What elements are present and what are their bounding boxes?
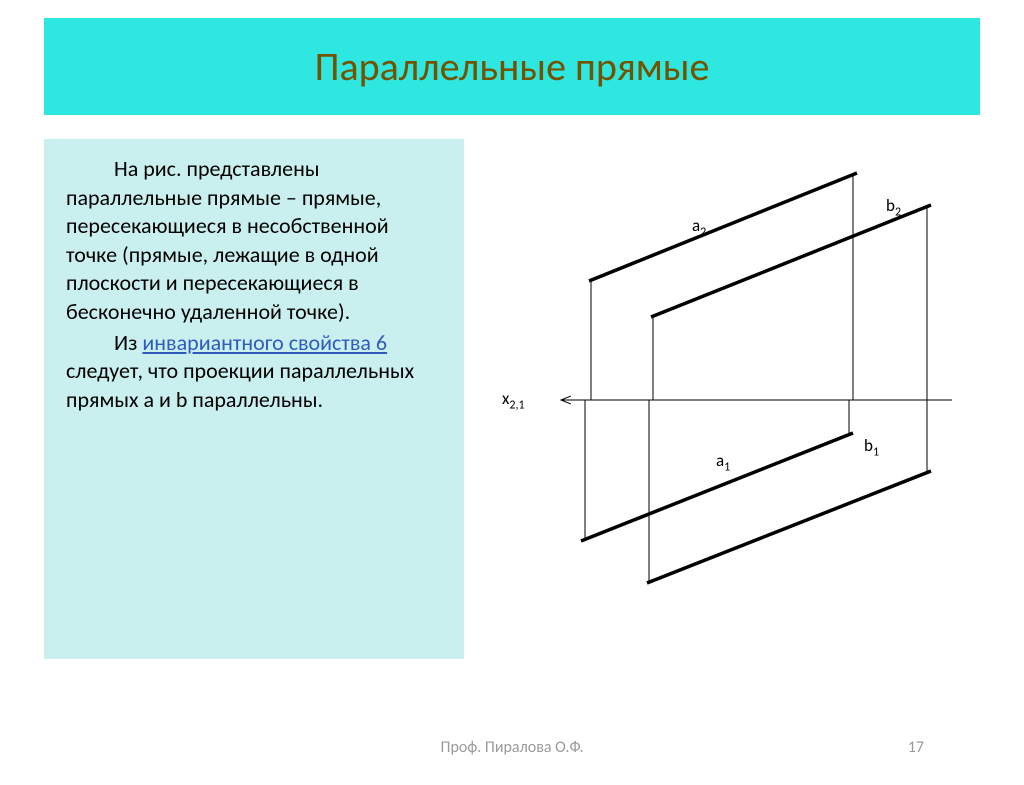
- footer-page: 17: [864, 738, 924, 757]
- diagram-svg: [488, 139, 980, 659]
- text-panel: На рис. представлены параллельные прямые…: [44, 139, 464, 659]
- line-b1: [647, 471, 931, 583]
- slide-title: Параллельные прямые: [44, 18, 980, 115]
- diagram: a2 b2 a1 b1 x2,1: [488, 139, 980, 659]
- label-a1: a1: [716, 450, 730, 474]
- paragraph-2: Из инвариантного свойства 6 следует, что…: [66, 329, 442, 415]
- label-b1: b1: [864, 435, 879, 459]
- line-a2: [589, 173, 857, 281]
- invariant-property-link[interactable]: инвариантного свойства 6: [142, 329, 387, 356]
- label-b2: b2: [886, 195, 901, 219]
- label-x-axis: x2,1: [502, 388, 525, 412]
- paragraph-1: На рис. представлены параллельные прямые…: [66, 155, 442, 327]
- p2-suffix: следует, что проекции параллельных прямы…: [66, 357, 414, 413]
- footer-author: Проф. Пиралова О.Ф.: [160, 738, 864, 757]
- p2-prefix: Из: [114, 329, 142, 356]
- label-a2: a2: [692, 215, 706, 239]
- content-row: На рис. представлены параллельные прямые…: [0, 115, 1024, 659]
- footer: Проф. Пиралова О.Ф. 17: [0, 738, 1024, 757]
